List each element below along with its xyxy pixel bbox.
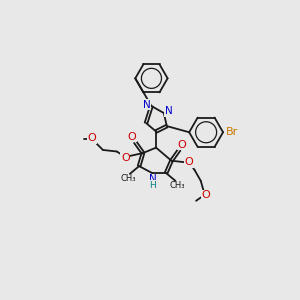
Text: O: O [185, 157, 194, 167]
Text: N: N [164, 106, 172, 116]
Text: O: O [178, 140, 187, 150]
Text: O: O [88, 134, 97, 143]
Text: O: O [121, 153, 130, 163]
Text: N: N [149, 174, 157, 184]
Text: Br: Br [226, 127, 238, 137]
Text: O: O [128, 132, 136, 142]
Text: N: N [143, 100, 151, 110]
Text: CH₃: CH₃ [169, 181, 184, 190]
Text: O: O [202, 190, 211, 200]
Text: CH₃: CH₃ [121, 174, 136, 183]
Text: H: H [150, 181, 156, 190]
